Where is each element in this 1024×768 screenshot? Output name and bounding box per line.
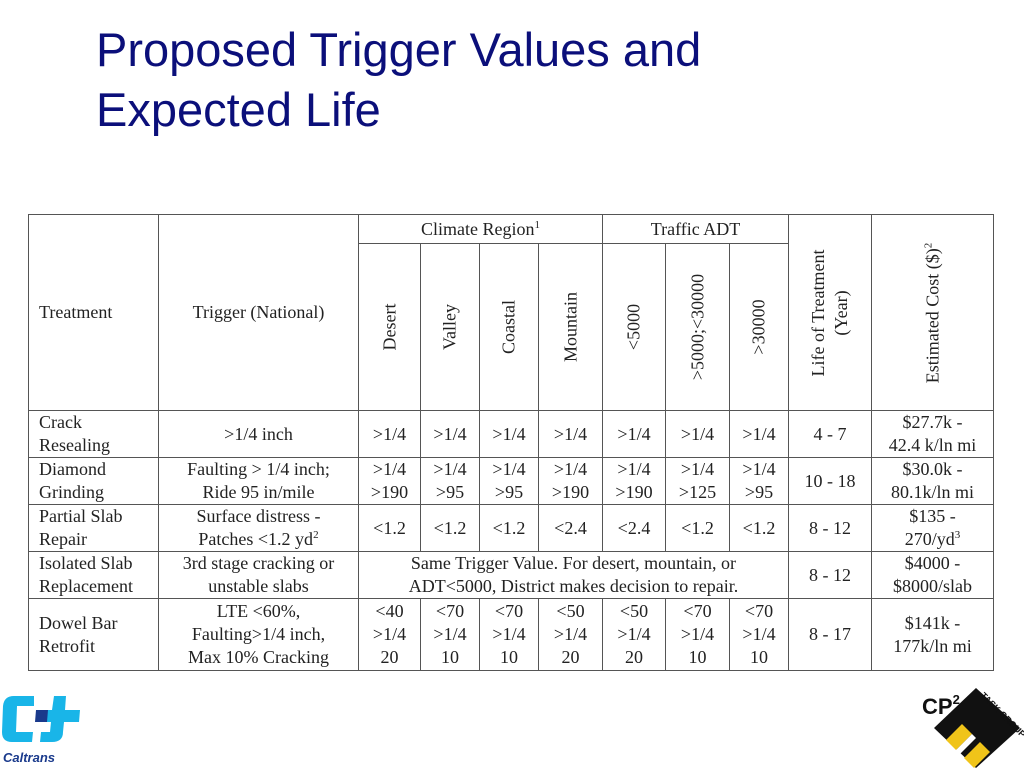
treatment-cell: Diamond Grinding [28,457,159,505]
cost-cell: $4000 - $8000/slab [871,551,994,599]
header-treatment: Treatment [28,214,159,411]
value-cell: <1.2 [665,504,730,552]
table-row: Isolated Slab Replacement 3rd stage crack… [28,551,994,599]
cp2-diamond-icon [934,688,1020,768]
value-cell: >1/4 [538,410,603,458]
cp2-task-group-logo: CP2 TASK GROUP [922,688,1024,768]
trigger-cell: Surface distress - Patches <1.2 yd2 [158,504,359,552]
cp2-text: CP2 [922,692,960,719]
header-climate-region: Climate Region1 [358,214,603,244]
life-cell: 8 - 12 [788,504,872,552]
trigger-values-table: Treatment Trigger (National) Climate Reg… [28,214,994,671]
trigger-cell: Faulting > 1/4 inch; Ride 95 in/mile [158,457,359,505]
life-cell: 10 - 18 [788,457,872,505]
trigger-cell: 3rd stage cracking or unstable slabs [158,551,359,599]
value-cell: <70 >1/4 10 [729,598,789,671]
value-cell: >1/4 [358,410,421,458]
table-row: Dowel Bar Retrofit LTE <60%, Faulting>1/4 … [28,598,994,671]
value-cell: >1/4 [479,410,539,458]
header-life: Life of Treatment (Year) [788,214,872,411]
value-cell: <1.2 [729,504,789,552]
value-cell: >1/4 >95 [729,457,789,505]
treatment-cell: Partial Slab Repair [28,504,159,552]
header-adt-over-30000: >30000 [729,243,789,411]
caltrans-logo: Caltrans [2,696,80,765]
title-line-2: Expected Life [96,83,381,136]
header-mountain: Mountain [538,243,603,411]
table-row: Partial Slab Repair Surface distress - Pat… [28,504,994,552]
header-trigger: Trigger (National) [158,214,359,411]
value-cell: <70 >1/4 10 [665,598,730,671]
header-traffic-adt: Traffic ADT [602,214,789,244]
value-cell: >1/4 [602,410,666,458]
value-cell: >1/4 >95 [479,457,539,505]
header-adt-under-5000: <5000 [602,243,666,411]
value-cell: <70 >1/4 10 [479,598,539,671]
table-row: Diamond Grinding Faulting > 1/4 inch; Ride… [28,457,994,505]
header-valley: Valley [420,243,480,411]
value-cell: >1/4 [665,410,730,458]
value-cell: <1.2 [420,504,480,552]
title-line-1: Proposed Trigger Values and [96,23,702,76]
value-cell: >1/4 >190 [358,457,421,505]
cost-cell: $30.0k -80.1k/ln mi [871,457,994,505]
trigger-cell: LTE <60%, Faulting>1/4 inch, Max 10% Crack… [158,598,359,671]
treatment-cell: Crack Resealing [28,410,159,458]
value-cell: >1/4 >190 [538,457,603,505]
value-cell: >1/4 >190 [602,457,666,505]
life-cell: 4 - 7 [788,410,872,458]
value-cell: <1.2 [479,504,539,552]
value-cell: <40 >1/4 20 [358,598,421,671]
cost-cell: $141k -177k/ln mi [871,598,994,671]
cost-cell: $135 -270/yd3 [871,504,994,552]
value-cell: <1.2 [358,504,421,552]
caltrans-wordmark: Caltrans [3,750,55,765]
merged-note-cell: Same Trigger Value. For desert, mountain… [358,551,789,599]
table-row: Crack Resealing >1/4 inch >1/4 >1/4 >1/4 … [28,410,994,458]
trigger-cell: >1/4 inch [158,410,359,458]
value-cell: <50 >1/4 20 [538,598,603,671]
value-cell: <2.4 [602,504,666,552]
value-cell: <2.4 [538,504,603,552]
slide-title: Proposed Trigger Values and Expected Lif… [96,20,916,140]
header-cost: Estimated Cost ($)2 [871,214,994,411]
value-cell: >1/4 >95 [420,457,480,505]
value-cell: <70 >1/4 10 [420,598,480,671]
treatment-cell: Dowel Bar Retrofit [28,598,159,671]
header-adt-5000-30000: >5000;<30000 [665,243,730,411]
value-cell: >1/4 [420,410,480,458]
value-cell: >1/4 [729,410,789,458]
cost-cell: $27.7k -42.4 k/ln mi [871,410,994,458]
treatment-cell: Isolated Slab Replacement [28,551,159,599]
header-desert: Desert [358,243,421,411]
value-cell: <50 >1/4 20 [602,598,666,671]
caltrans-ct-icon [2,696,80,742]
header-coastal: Coastal [479,243,539,411]
life-cell: 8 - 12 [788,551,872,599]
value-cell: >1/4 >125 [665,457,730,505]
life-cell: 8 - 17 [788,598,872,671]
